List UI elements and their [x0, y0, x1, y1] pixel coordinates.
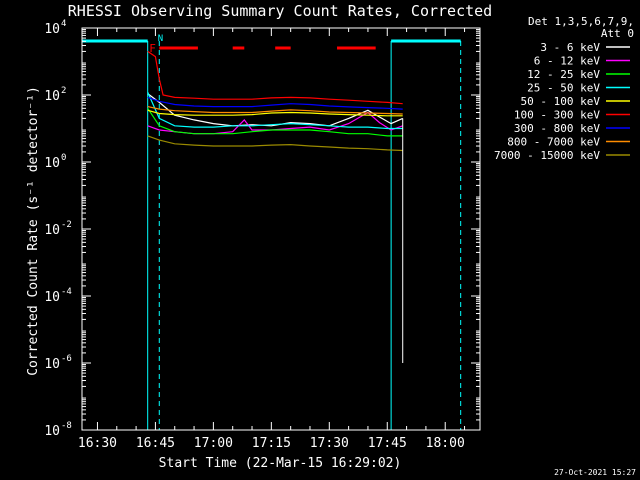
night-intervals: N: [82, 34, 462, 430]
x-axis-ticks: 16:30 16:45 17:00 17:15 17:30 17:45 18:00: [78, 28, 466, 451]
y-tick-exponent-2: -4: [61, 287, 72, 297]
legend-label-6: 300 - 800 keV: [514, 122, 600, 135]
legend-header-line-2: Att 0: [601, 27, 634, 40]
series-line-4: [147, 109, 403, 117]
chart-title: RHESSI Observing Summary Count Rates, Co…: [68, 2, 492, 20]
y-tick-exponent-0: -8: [61, 421, 72, 431]
series-lines: [147, 50, 404, 363]
flare-flag-label: F: [149, 42, 156, 55]
night-label: N: [158, 34, 163, 44]
legend-label-5: 100 - 300 keV: [514, 109, 600, 122]
series-line-2: [147, 107, 403, 137]
y-tick-label-6: 10: [44, 22, 60, 37]
series-line-8: [147, 135, 403, 152]
y-tick-label-1: 10: [44, 357, 60, 372]
y-tick-label-2: 10: [44, 290, 60, 305]
y-tick-exponent-6: 4: [61, 19, 66, 29]
x-tick-label-5: 17:45: [368, 436, 407, 451]
x-tick-label-1: 16:45: [136, 436, 175, 451]
legend-label-7: 800 - 7000 keV: [507, 136, 600, 149]
legend-header-line-1: Det 1,3,5,6,7,9,: [528, 15, 634, 28]
y-tick-label-5: 10: [44, 89, 60, 104]
x-tick-label-4: 17:30: [310, 436, 349, 451]
legend-label-4: 50 - 100 keV: [521, 95, 601, 108]
x-tick-label-2: 17:00: [194, 436, 233, 451]
plot-frame: [81, 27, 481, 431]
y-tick-label-0: 10: [44, 424, 60, 439]
series-line-6: [147, 96, 403, 110]
series-line-7: [147, 106, 403, 115]
y-tick-exponent-5: 2: [61, 86, 66, 96]
flare-flags: F: [149, 42, 376, 55]
y-tick-exponent-3: -2: [61, 220, 72, 230]
legend-label-0: 3 - 6 keV: [540, 41, 600, 54]
series-line-3: [147, 92, 403, 130]
x-tick-label-3: 17:15: [252, 436, 291, 451]
x-tick-label-6: 18:00: [426, 436, 465, 451]
y-tick-exponent-4: 0: [61, 153, 66, 163]
x-axis-label: Start Time (22-Mar-15 16:29:02): [159, 456, 402, 471]
y-axis-label: Corrected Count Rate (s⁻¹ detector⁻¹): [26, 86, 41, 376]
y-tick-exponent-1: -6: [61, 354, 72, 364]
y-tick-label-4: 10: [44, 156, 60, 171]
y-tick-label-3: 10: [44, 223, 60, 238]
legend-label-2: 12 - 25 keV: [527, 68, 600, 81]
legend-label-3: 25 - 50 keV: [527, 82, 600, 95]
plot-border: [81, 27, 481, 431]
legend-label-1: 6 - 12 keV: [534, 55, 601, 68]
legend-label-8: 7000 - 15000 keV: [494, 149, 600, 162]
series-line-5: [147, 50, 403, 105]
timestamp: 27-Oct-2021 15:27: [554, 468, 636, 477]
x-tick-label-0: 16:30: [78, 436, 117, 451]
